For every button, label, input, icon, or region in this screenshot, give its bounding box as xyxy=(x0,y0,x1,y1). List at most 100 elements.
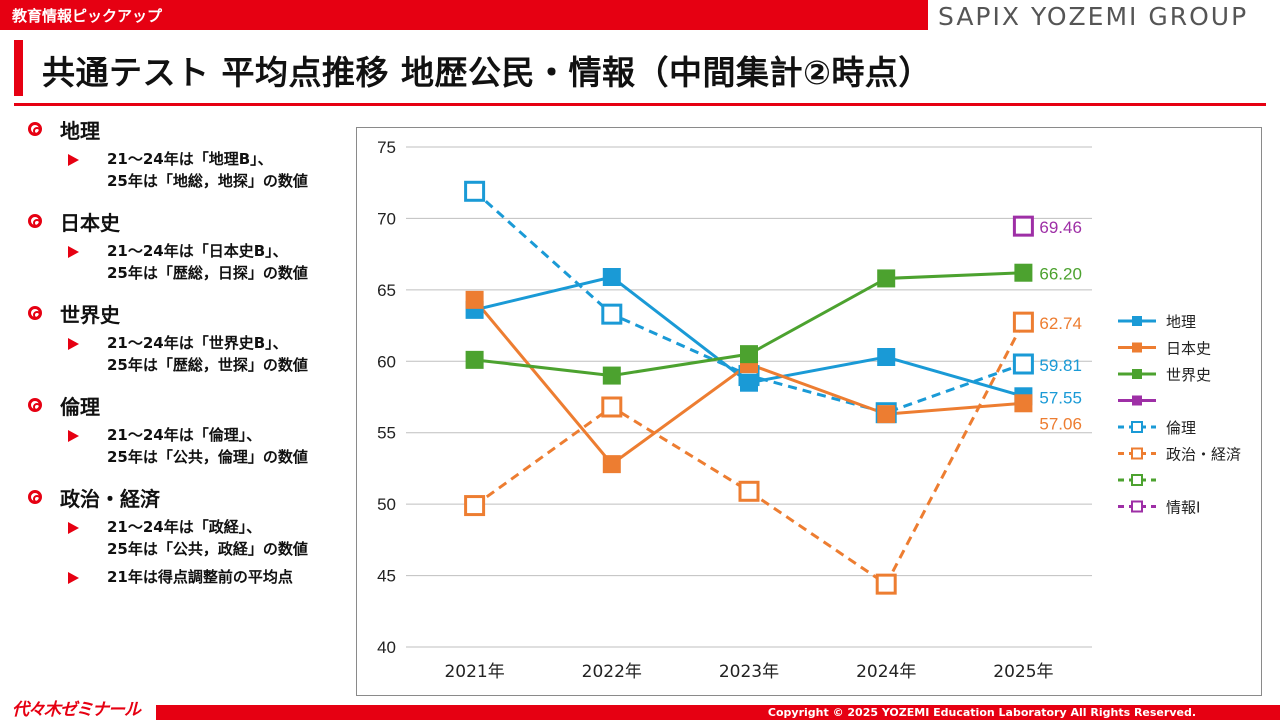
x-tick-label: 2025年 xyxy=(993,662,1053,682)
triangle-bullet-icon xyxy=(68,522,79,534)
legend-marker xyxy=(1132,369,1142,379)
data-point-open xyxy=(738,480,760,502)
data-point xyxy=(602,455,621,474)
footer-bar xyxy=(156,705,1280,720)
note-item: 21年は得点調整前の平均点 xyxy=(24,566,354,588)
data-point-open xyxy=(464,495,486,517)
data-point xyxy=(740,373,758,392)
y-tick-label: 50 xyxy=(377,495,396,514)
data-point-open xyxy=(464,180,486,202)
data-point xyxy=(877,405,896,424)
copyright-text: Copyright © 2025 YOZEMI Education Labora… xyxy=(767,706,1196,719)
note-item: 21～24年は「倫理」、 25年は「公共，倫理」の数値 xyxy=(24,424,354,468)
data-point-open xyxy=(601,396,623,418)
legend-marker-open xyxy=(1131,500,1143,513)
note-title: 政治・経済 xyxy=(60,486,160,511)
legend-label: 情報Ⅰ xyxy=(1166,499,1200,517)
end-value-label: 62.74 xyxy=(1039,314,1082,333)
note-heading: 世界史 xyxy=(24,296,354,330)
page-title: 共通テスト 平均点推移 地歴公民・情報（中間集計②時点） xyxy=(42,53,932,92)
x-tick-label: 2023年 xyxy=(719,662,779,682)
double-circle-icon xyxy=(28,214,42,228)
data-point-open xyxy=(1012,215,1034,237)
note-item: 21～24年は「政経」、 25年は「公共，政経」の数値 xyxy=(24,516,354,560)
legend-label: 日本史 xyxy=(1166,340,1211,358)
legend-marker xyxy=(1132,342,1142,353)
y-tick-label: 40 xyxy=(377,638,396,657)
double-circle-icon xyxy=(28,122,42,136)
x-tick-label: 2021年 xyxy=(444,662,504,682)
double-circle-icon xyxy=(28,306,42,320)
y-tick-label: 60 xyxy=(377,352,396,371)
note-text: 21～24年は「地理B」、 25年は「地総，地探」の数値 xyxy=(107,150,308,190)
data-point xyxy=(877,348,896,366)
legend-marker-open xyxy=(1131,421,1143,433)
y-tick-label: 75 xyxy=(377,138,396,157)
end-value-label: 59.81 xyxy=(1039,356,1082,375)
notes-panel: 地理 21～24年は「地理B」、 25年は「地総，地探」の数値日本史 21～24年は… xyxy=(24,112,354,588)
title-accent-bar xyxy=(14,40,23,96)
data-point-open xyxy=(1012,311,1034,333)
chart-frame xyxy=(356,127,1262,696)
legend-marker xyxy=(1132,395,1142,406)
line-chart: 40 45 50 55 60 65 70 75 2021年 2022年 2023年 2024年 2025… xyxy=(377,138,1241,682)
note-text: 21～24年は「世界史B」、 25年は「歴総，世探」の数値 xyxy=(107,334,308,374)
category-label: 教育情報ピックアップ xyxy=(12,7,163,25)
y-tick-label: 65 xyxy=(377,281,396,300)
end-value-label: 69.46 xyxy=(1039,218,1082,237)
note-item: 21～24年は「日本史B」、 25年は「歴総，日探」の数値 xyxy=(24,240,354,284)
data-point xyxy=(740,345,758,364)
data-point-open xyxy=(601,303,623,325)
data-point xyxy=(877,269,896,288)
data-point xyxy=(465,290,484,309)
triangle-bullet-icon xyxy=(68,430,79,442)
triangle-bullet-icon xyxy=(68,338,79,350)
x-tick-label: 2024年 xyxy=(856,662,916,682)
note-title: 地理 xyxy=(60,118,100,143)
note-group: 地理 21～24年は「地理B」、 25年は「地総，地探」の数値 xyxy=(24,112,354,192)
triangle-bullet-icon xyxy=(68,572,79,584)
legend-marker-open xyxy=(1131,447,1143,460)
note-text: 21～24年は「日本史B」、 25年は「歴総，日探」の数値 xyxy=(107,242,308,282)
note-title: 日本史 xyxy=(60,210,120,235)
note-text: 21年は得点調整前の平均点 xyxy=(107,568,293,586)
y-tick-label: 55 xyxy=(377,424,396,443)
note-group: 倫理 21～24年は「倫理」、 25年は「公共，倫理」の数値 xyxy=(24,388,354,468)
top-banner: 教育情報ピックアップ xyxy=(0,0,928,30)
end-value-label: 57.55 xyxy=(1039,388,1082,407)
end-value-label: 66.20 xyxy=(1039,265,1082,284)
triangle-bullet-icon xyxy=(68,246,79,258)
note-heading: 政治・経済 xyxy=(24,480,354,514)
note-title: 世界史 xyxy=(60,302,120,327)
y-tick-label: 70 xyxy=(377,209,396,228)
end-value-label: 57.06 xyxy=(1039,414,1082,433)
note-item: 21～24年は「地理B」、 25年は「地総，地探」の数値 xyxy=(24,148,354,192)
triangle-bullet-icon xyxy=(68,154,79,166)
data-point xyxy=(602,366,621,385)
legend-label: 世界史 xyxy=(1166,366,1211,384)
data-point xyxy=(1014,263,1033,282)
note-group: 世界史 21～24年は「世界史B」、 25年は「歴総，世探」の数値 xyxy=(24,296,354,376)
yozemi-logo: 代々木ゼミナール xyxy=(12,700,141,720)
double-circle-icon xyxy=(28,490,42,504)
data-point xyxy=(1014,394,1033,413)
note-title: 倫理 xyxy=(60,394,100,419)
note-text: 21～24年は「倫理」、 25年は「公共，倫理」の数値 xyxy=(107,426,308,466)
y-tick-label: 45 xyxy=(377,567,396,586)
series-line xyxy=(473,321,1025,587)
note-heading: 日本史 xyxy=(24,204,354,238)
title-divider xyxy=(14,103,1266,106)
legend-label: 政治・経済 xyxy=(1166,446,1241,464)
note-item: 21～24年は「世界史B」、 25年は「歴総，世探」の数値 xyxy=(24,332,354,376)
legend-label: 地理 xyxy=(1166,313,1196,331)
note-group: 日本史 21～24年は「日本史B」、 25年は「歴総，日探」の数値 xyxy=(24,204,354,284)
x-tick-label: 2022年 xyxy=(582,662,642,682)
note-heading: 地理 xyxy=(24,112,354,146)
note-text: 21～24年は「政経」、 25年は「公共，政経」の数値 xyxy=(107,518,308,558)
note-heading: 倫理 xyxy=(24,388,354,422)
legend-marker-open xyxy=(1131,474,1143,486)
data-point-open xyxy=(875,573,897,595)
legend-label: 倫理 xyxy=(1166,419,1196,437)
data-point xyxy=(465,350,484,369)
brand-logo: SAPIX YOZEMI GROUP xyxy=(938,2,1249,31)
